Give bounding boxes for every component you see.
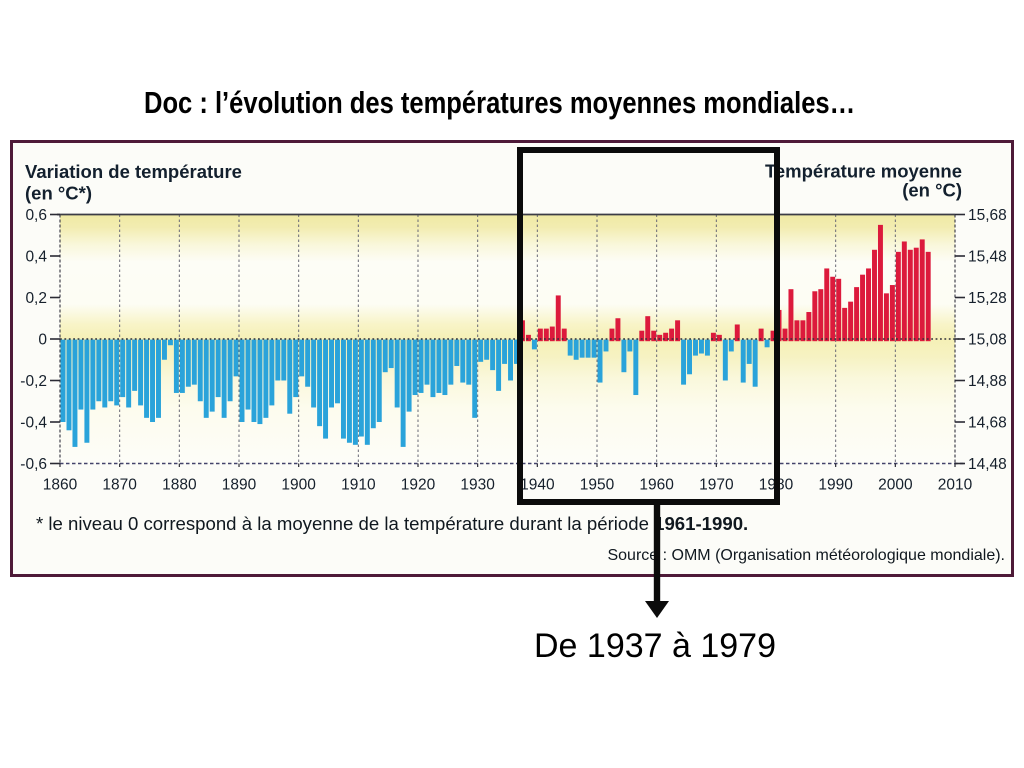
svg-text:2010: 2010	[938, 477, 973, 494]
svg-text:1990: 1990	[818, 477, 853, 494]
svg-text:1870: 1870	[102, 477, 137, 494]
svg-text:1970: 1970	[699, 477, 734, 494]
svg-text:(en °C): (en °C)	[902, 180, 962, 201]
svg-text:0,2: 0,2	[25, 290, 47, 307]
svg-text:* le niveau 0 correspond à la: * le niveau 0 correspond à la moyenne de…	[36, 513, 748, 534]
svg-text:1860: 1860	[43, 477, 78, 494]
svg-text:15,68: 15,68	[968, 207, 1007, 224]
svg-text:-0,4: -0,4	[20, 415, 47, 432]
svg-text:1890: 1890	[222, 477, 257, 494]
svg-text:1920: 1920	[401, 477, 436, 494]
svg-text:Source : OMM (Organisation mét: Source : OMM (Organisation météorologiqu…	[607, 547, 1005, 564]
svg-text:15,08: 15,08	[968, 332, 1007, 349]
svg-text:15,48: 15,48	[968, 249, 1007, 266]
svg-text:1940: 1940	[520, 477, 555, 494]
svg-text:0,6: 0,6	[25, 207, 47, 224]
svg-text:1930: 1930	[460, 477, 495, 494]
svg-text:1880: 1880	[162, 477, 197, 494]
svg-text:1900: 1900	[281, 477, 316, 494]
svg-text:Variation de température: Variation de température	[25, 161, 242, 182]
svg-text:-0,2: -0,2	[20, 373, 47, 390]
svg-text:14,68: 14,68	[968, 415, 1007, 432]
svg-text:1960: 1960	[639, 477, 674, 494]
svg-text:14,88: 14,88	[968, 373, 1007, 390]
svg-text:1950: 1950	[580, 477, 615, 494]
svg-text:(en °C*): (en °C*)	[25, 183, 92, 204]
svg-text:2000: 2000	[878, 477, 913, 494]
svg-text:-0,6: -0,6	[20, 456, 47, 473]
svg-text:14,48: 14,48	[968, 456, 1007, 473]
svg-text:1910: 1910	[341, 477, 376, 494]
svg-text:0,4: 0,4	[25, 249, 47, 266]
svg-text:Température moyenne: Température moyenne	[765, 161, 962, 182]
svg-text:15,28: 15,28	[968, 290, 1007, 307]
svg-text:0: 0	[38, 332, 47, 349]
